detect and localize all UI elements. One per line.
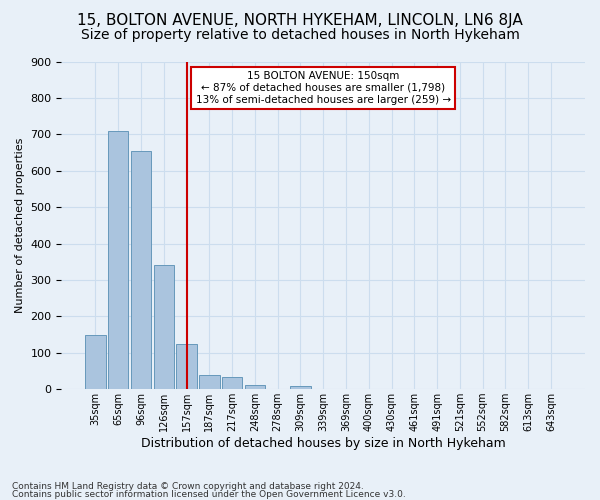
Bar (199, 374, 220, 389)
Text: Size of property relative to detached houses in North Hykeham: Size of property relative to detached ho… (80, 28, 520, 42)
Bar (176, 344, 197, 389)
Bar (108, 130, 128, 389)
Bar (131, 150, 151, 389)
Text: 15, BOLTON AVENUE, NORTH HYKEHAM, LINCOLN, LN6 8JA: 15, BOLTON AVENUE, NORTH HYKEHAM, LINCOL… (77, 12, 523, 28)
Text: 15 BOLTON AVENUE: 150sqm
← 87% of detached houses are smaller (1,798)
13% of sem: 15 BOLTON AVENUE: 150sqm ← 87% of detach… (196, 72, 451, 104)
Y-axis label: Number of detached properties: Number of detached properties (15, 138, 25, 313)
Bar (290, 386, 311, 389)
Bar (154, 266, 174, 389)
X-axis label: Distribution of detached houses by size in North Hykeham: Distribution of detached houses by size … (141, 437, 506, 450)
Bar (85, 334, 106, 389)
Bar (222, 377, 242, 389)
Text: Contains public sector information licensed under the Open Government Licence v3: Contains public sector information licen… (12, 490, 406, 499)
Text: Contains HM Land Registry data © Crown copyright and database right 2024.: Contains HM Land Registry data © Crown c… (12, 482, 364, 491)
Bar (245, 385, 265, 389)
